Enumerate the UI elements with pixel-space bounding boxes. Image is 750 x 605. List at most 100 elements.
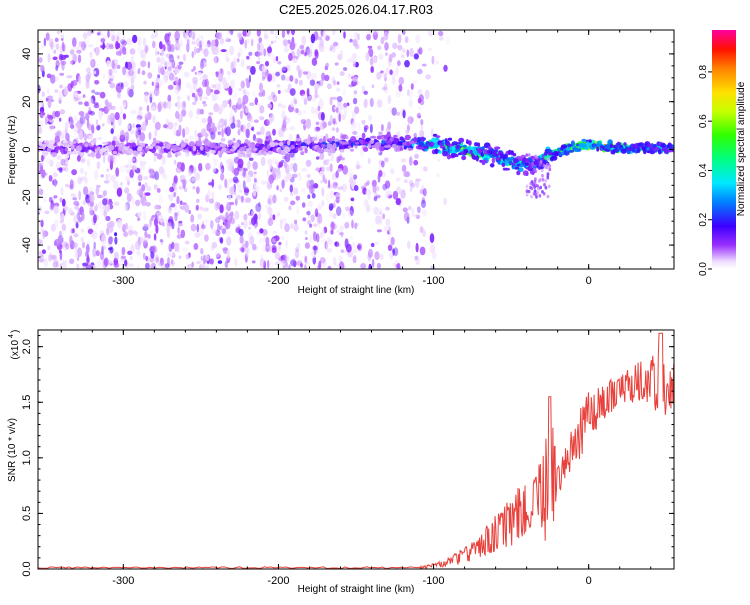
colorbar-tick-label: 0.6 [698,114,709,128]
spectrogram-noise-blob [54,89,59,93]
spectrogram-tail-blob [542,191,546,196]
spectrogram-noise-blob [419,189,424,195]
spectrogram-noise-blob [388,106,394,112]
spectrogram-noise-blob [237,129,241,136]
spectrogram-noise-blob [353,185,359,192]
spectrogram-tail-blob [538,194,542,198]
spectrogram-noise-blob [392,190,399,200]
spectrogram-noise-blob [283,161,288,169]
spectrogram-noise-blob [415,255,421,266]
spectrogram-ridge-blob [155,140,162,143]
spectrogram-noise-blob [250,38,254,47]
spectrogram-noise-blob [348,84,355,88]
spectrogram-noise-blob [160,48,165,56]
spectrogram-noise-blob [225,231,232,237]
spectrogram-noise-blob [332,118,336,125]
spectrogram-noise-blob [55,76,59,82]
spectrogram-ridge-blob [182,149,189,153]
spectrogram-noise-blob [114,201,120,207]
spectrogram-noise-blob [288,52,293,62]
spectrogram-noise-blob [41,91,45,97]
spectrogram-noise-blob [73,200,80,206]
spectrogram-noise-blob [159,56,165,65]
spectrogram-noise-blob [82,200,86,206]
spectrogram-noise-blob [174,212,178,222]
spectrogram-noise-blob [396,111,401,116]
spectrogram-noise-blob [97,201,102,210]
spectrogram-noise-blob [290,259,296,267]
spectrogram-noise-blob [336,156,340,164]
spectrogram-noise-blob [117,92,121,99]
spectrogram-y-axis-label: Frequency (Hz) [7,116,18,185]
spectrogram-noise-blob [245,154,251,158]
spectrogram-noise-blob [167,94,172,103]
spectrogram-noise-blob [144,192,151,196]
spectrogram-noise-blob [245,240,249,248]
spectrogram-noise-blob [366,34,371,41]
spectrogram-noise-blob [416,112,421,119]
spectrogram-noise-blob [126,170,130,174]
spectrogram-noise-blob [46,73,52,79]
spectrogram-noise-blob [367,195,371,200]
spectrogram-noise-blob [171,59,176,69]
spectrogram-noise-blob [149,174,155,179]
spectrogram-noise-blob [229,186,235,193]
spectrogram-noise-blob [242,171,247,178]
spectrogram-ridge-blob [584,146,589,150]
spectrogram-noise-blob [188,209,191,215]
spectrogram-noise-blob [162,100,167,111]
spectrogram-noise-blob [268,161,273,170]
spectrogram-noise-blob [312,245,318,251]
spectrogram-y-tick-label: -20 [21,189,33,205]
spectrogram-ridge-blob [514,166,520,170]
spectrogram-noise-blob [310,214,315,222]
spectrogram-noise-blob [167,221,173,227]
spectrogram-noise-blob [38,250,43,254]
spectrogram-noise-blob [357,35,360,41]
snr-y-axis-label: SNR (10 * v/v) [7,418,18,482]
spectrogram-noise-blob [253,174,257,181]
spectrogram-tail-blob [530,180,534,184]
spectrogram-noise-blob [267,259,270,269]
spectrogram-noise-blob [430,265,436,269]
spectrogram-noise-blob [437,158,441,163]
spectrogram-noise-blob [43,37,47,47]
spectrogram-ridge-blob [389,136,394,142]
spectrogram-noise-blob [104,99,109,106]
spectrogram-noise-blob [351,54,357,64]
spectrogram-noise-blob [363,90,369,95]
spectrogram-noise-blob [355,160,360,171]
spectrogram-noise-blob [191,31,196,40]
spectrogram-noise-blob [368,207,373,212]
spectrogram-noise-blob [290,100,295,108]
spectrogram-noise-blob [73,92,80,98]
spectrogram-noise-blob [260,180,267,185]
spectrogram-noise-blob [325,242,329,251]
spectrogram-noise-blob [60,62,66,66]
snr-line-layer [38,332,674,569]
spectrogram-noise-blob [84,251,89,257]
spectrogram-ridge-blob [67,151,74,155]
spectrogram-noise-blob [60,158,66,166]
spectrogram-noise-blob [340,249,345,254]
spectrogram-noise-blob [116,64,121,69]
spectrogram-noise-blob [415,242,419,253]
spectrogram-ridge-blob [267,150,273,155]
spectrogram-noise-blob [53,49,57,54]
spectrogram-noise-blob [328,239,333,245]
spectrogram-noise-blob [158,64,163,69]
spectrogram-noise-blob [154,204,160,210]
spectrogram-noise-blob [219,68,223,74]
spectrogram-noise-blob [217,131,222,136]
spectrogram-noise-blob [260,253,264,263]
spectrogram-tail-blob [539,185,542,190]
spectrogram-noise-blob [339,225,344,232]
spectrogram-ridge-blob [461,155,467,161]
spectrogram-ridge-blob [458,152,462,156]
spectrogram-noise-blob [137,110,143,120]
spectrogram-noise-blob [413,213,419,218]
spectrogram-ridge-blob [329,147,336,154]
spectrogram-noise-blob [201,223,204,229]
spectrogram-noise-blob [177,226,180,235]
